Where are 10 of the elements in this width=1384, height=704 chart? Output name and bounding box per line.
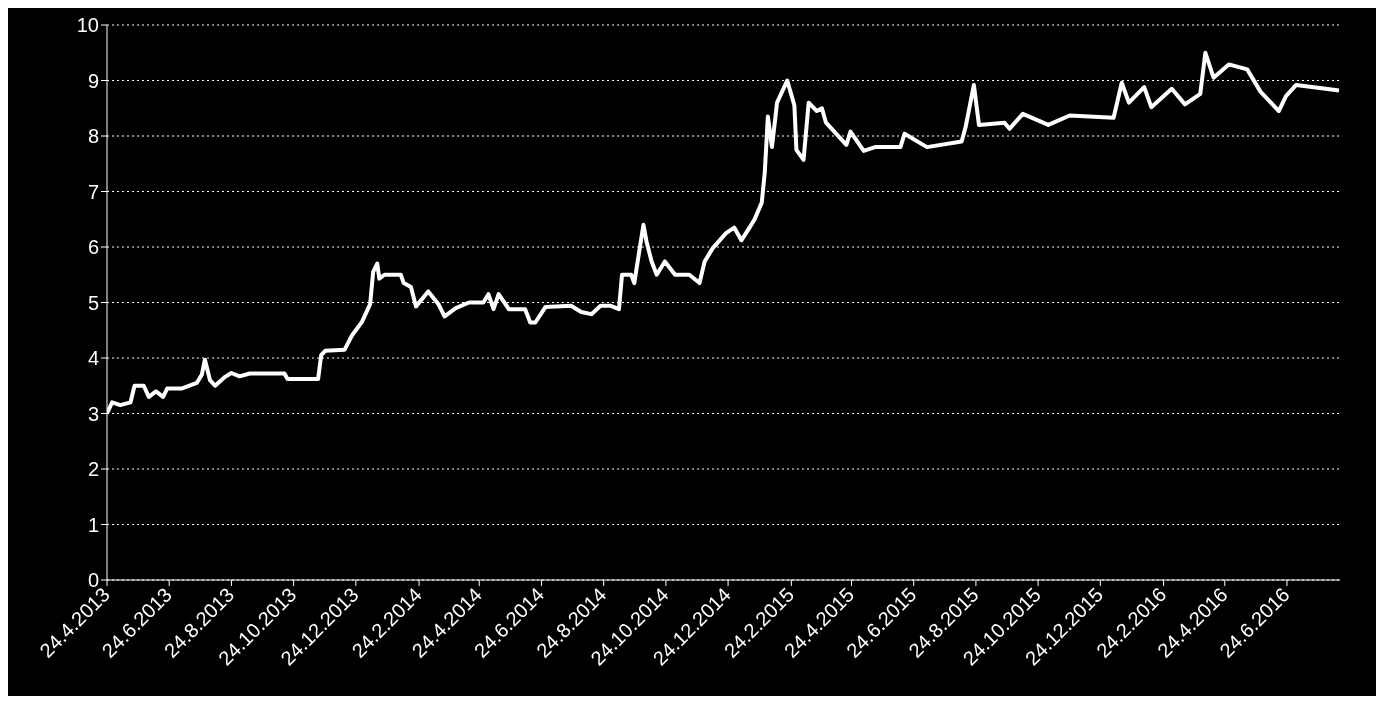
y-tick-label: 5: [87, 291, 99, 314]
y-tick-label: 7: [87, 180, 99, 203]
y-tick-label: 9: [87, 69, 99, 92]
y-tick-label: 3: [87, 402, 99, 425]
y-tick-label: 10: [76, 14, 99, 37]
y-tick-label: 8: [87, 125, 99, 148]
y-tick-label: 4: [87, 347, 99, 370]
y-tick-label: 2: [87, 458, 99, 481]
y-tick-label: 6: [87, 236, 99, 259]
y-tick-label: 1: [87, 513, 99, 536]
